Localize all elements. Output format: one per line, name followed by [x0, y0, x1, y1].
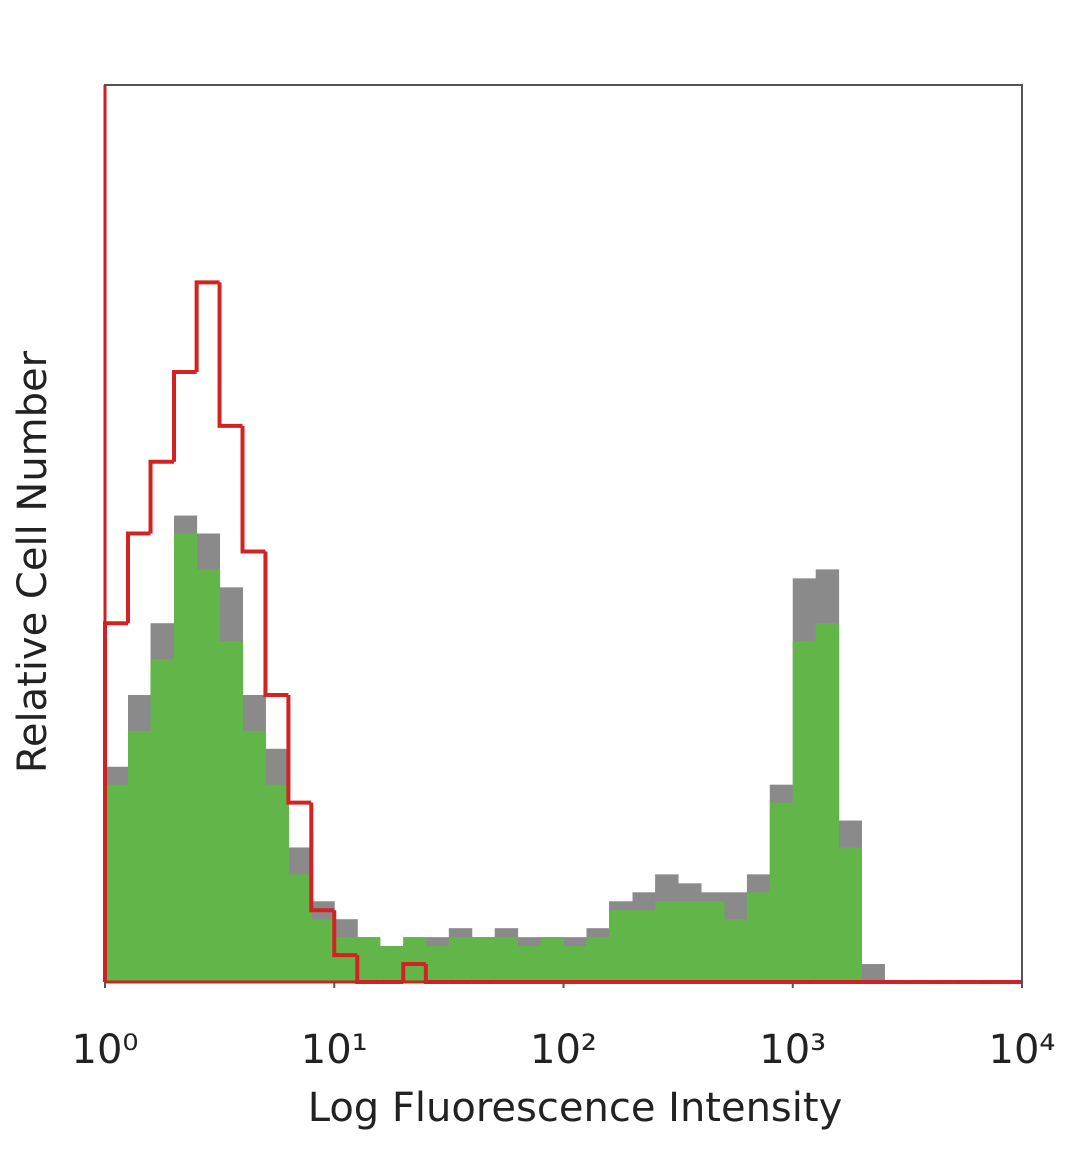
histogram-bar: [265, 784, 289, 982]
histogram-bar: [357, 937, 381, 982]
histogram-bar: [723, 919, 748, 982]
histogram-step: [309, 802, 335, 913]
histogram-bar: [448, 937, 473, 982]
histogram-bar: [471, 937, 496, 982]
histogram-step: [263, 551, 289, 697]
histogram-bar: [586, 937, 610, 982]
histogram-bar: [174, 533, 198, 982]
histogram-bar: [219, 641, 244, 982]
histogram-step: [401, 962, 426, 982]
histogram-bar: [288, 874, 312, 982]
histogram-bar: [769, 802, 794, 982]
histogram-bar: [746, 892, 771, 982]
histogram-bar: [540, 937, 564, 982]
histogram-step: [286, 694, 312, 805]
y-axis-label: Relative Cell Number: [10, 350, 56, 773]
histogram-step: [240, 425, 266, 554]
histogram-step: [332, 910, 358, 958]
histogram-step: [126, 531, 151, 624]
x-tick-label: 10⁴: [989, 1027, 1056, 1073]
histogram-bar: [334, 937, 358, 982]
x-tick-label: 10¹: [301, 1027, 368, 1073]
histogram-bar: [815, 623, 840, 982]
x-tick-label: 10⁰: [72, 1027, 139, 1073]
histogram-step: [194, 280, 220, 373]
histogram-bar: [311, 919, 335, 982]
histogram-bar: [128, 730, 152, 982]
histogram-bar: [379, 946, 404, 982]
x-axis-label: Log Fluorescence Intensity: [308, 1085, 843, 1131]
x-tick-label: 10²: [530, 1027, 597, 1073]
histogram-bar: [632, 910, 656, 982]
histogram-bar: [792, 641, 817, 982]
histogram-bar: [838, 847, 863, 982]
x-tick-label: 10³: [759, 1027, 826, 1073]
histogram-bar: [678, 901, 702, 982]
histogram-bar: [655, 901, 679, 982]
histogram-bar: [150, 659, 175, 982]
histogram-bar: [609, 910, 634, 982]
histogram-bar: [494, 937, 519, 982]
histogram-bar: [861, 964, 885, 982]
histogram-step: [172, 370, 197, 462]
histogram-bar: [196, 569, 221, 982]
histogram-bar: [403, 937, 427, 982]
histogram-bar: [517, 946, 542, 982]
histogram-bar: [701, 901, 725, 982]
histogram-step: [217, 282, 243, 428]
histogram-bar: [425, 946, 450, 982]
histogram-step: [148, 459, 175, 534]
histogram-bar: [563, 946, 588, 982]
histogram-bar: [242, 730, 266, 982]
histogram-bar: [105, 784, 129, 982]
